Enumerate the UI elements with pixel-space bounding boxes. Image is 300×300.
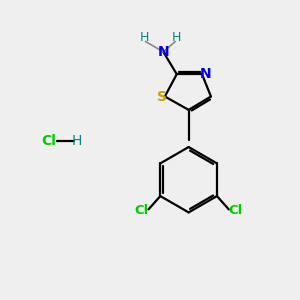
Text: N: N [158,45,169,59]
Text: Cl: Cl [228,204,242,218]
Text: Cl: Cl [135,204,149,218]
Text: H: H [140,32,149,44]
Text: Cl: Cl [41,134,56,148]
Text: H: H [172,32,182,44]
Text: H: H [72,134,83,148]
Text: S: S [157,89,167,103]
Text: N: N [200,67,212,81]
